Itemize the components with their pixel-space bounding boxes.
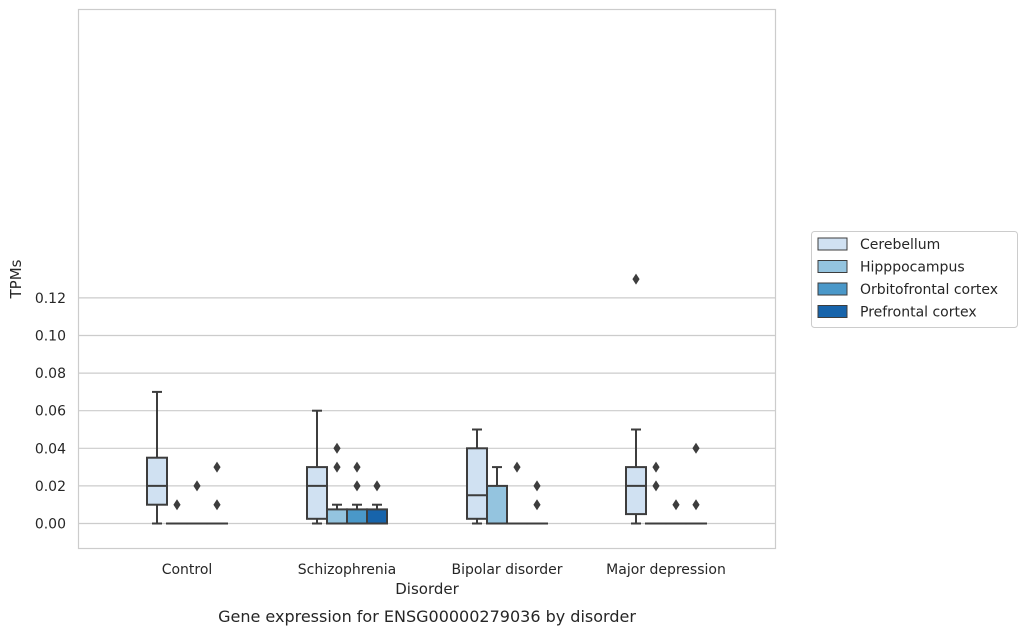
box-element bbox=[306, 409, 328, 525]
legend-label: Orbitofrontal cortex bbox=[860, 282, 998, 298]
x-axis-ticks: Control Schizophrenia Bipolar disorder Majo… bbox=[162, 562, 726, 578]
legend-swatch bbox=[817, 237, 848, 251]
x-axis-label: Disorder bbox=[395, 580, 459, 598]
outlier-point bbox=[692, 499, 700, 511]
box-element bbox=[645, 461, 667, 525]
box-element bbox=[466, 428, 488, 525]
box-body bbox=[466, 447, 488, 520]
outlier-point bbox=[173, 499, 181, 511]
y-axis-ticks: 0.00 0.02 0.04 0.06 0.08 0.10 0.12 bbox=[35, 291, 66, 533]
legend-swatch bbox=[817, 282, 848, 296]
y-tick-label: 0.10 bbox=[35, 329, 66, 345]
box-element bbox=[625, 273, 647, 525]
box-body bbox=[306, 466, 328, 520]
series-orbitofrontal-cortex bbox=[186, 461, 687, 525]
outlier-point bbox=[652, 480, 660, 492]
y-tick-label: 0.08 bbox=[35, 366, 66, 382]
box-element bbox=[346, 461, 368, 525]
box-element bbox=[685, 442, 707, 525]
outlier-point bbox=[632, 273, 640, 285]
outlier-point bbox=[533, 480, 541, 492]
outlier-point bbox=[533, 499, 541, 511]
legend-label: Hipppocampus bbox=[860, 260, 965, 276]
outlier-point bbox=[213, 461, 221, 473]
box-element bbox=[486, 466, 508, 525]
series-prefrontal-cortex bbox=[206, 442, 707, 525]
box-series bbox=[146, 273, 707, 525]
outlier-point bbox=[513, 461, 521, 473]
box-body bbox=[346, 508, 368, 525]
box-element bbox=[326, 442, 348, 525]
y-tick-label: 0.00 bbox=[35, 517, 66, 533]
box-element bbox=[206, 461, 228, 525]
outlier-point bbox=[333, 442, 341, 454]
outlier-point bbox=[193, 480, 201, 492]
box-body bbox=[326, 508, 348, 525]
box-element bbox=[665, 499, 687, 525]
box-body bbox=[486, 484, 508, 525]
legend-frame bbox=[811, 231, 1018, 328]
box-body bbox=[625, 466, 647, 516]
y-tick-label: 0.04 bbox=[35, 441, 66, 457]
box-body bbox=[146, 456, 168, 506]
box-element bbox=[366, 480, 388, 525]
outlier-point bbox=[353, 461, 361, 473]
outlier-point bbox=[213, 499, 221, 511]
series-cerebellum bbox=[146, 273, 647, 525]
box-body bbox=[366, 508, 388, 525]
legend-swatch bbox=[817, 260, 848, 273]
y-tick-label: 0.02 bbox=[35, 479, 66, 495]
x-tick-label: Schizophrenia bbox=[298, 562, 396, 578]
y-axis-label: TPMs bbox=[7, 259, 25, 299]
series-hipppocampus bbox=[166, 442, 667, 525]
outlier-point bbox=[373, 480, 381, 492]
legend-label: Cerebellum bbox=[860, 237, 940, 253]
plot-area-frame bbox=[77, 8, 777, 550]
x-tick-label: Control bbox=[162, 562, 213, 578]
gridlines bbox=[78, 297, 775, 525]
legend-label: Prefrontal cortex bbox=[860, 305, 977, 321]
box-element bbox=[166, 499, 188, 525]
box-element bbox=[186, 480, 208, 525]
box-element bbox=[526, 480, 548, 525]
outlier-point bbox=[652, 461, 660, 473]
legend-swatch bbox=[817, 305, 848, 318]
outlier-point bbox=[353, 480, 361, 492]
x-tick-label: Bipolar disorder bbox=[451, 562, 562, 578]
y-tick-label: 0.06 bbox=[35, 404, 66, 420]
legend-items: Cerebellum Hipppocampus Orbitofrontal cort… bbox=[817, 237, 998, 321]
x-tick-label: Major depression bbox=[606, 562, 726, 578]
outlier-point bbox=[672, 499, 680, 511]
outlier-point bbox=[692, 442, 700, 454]
y-tick-label: 0.12 bbox=[35, 291, 66, 307]
legend: Cerebellum Hipppocampus Orbitofrontal cort… bbox=[811, 231, 1018, 328]
chart-caption: Gene expression for ENSG00000279036 by d… bbox=[218, 607, 636, 626]
box-element bbox=[506, 461, 528, 525]
outlier-point bbox=[333, 461, 341, 473]
box-element bbox=[146, 390, 168, 525]
